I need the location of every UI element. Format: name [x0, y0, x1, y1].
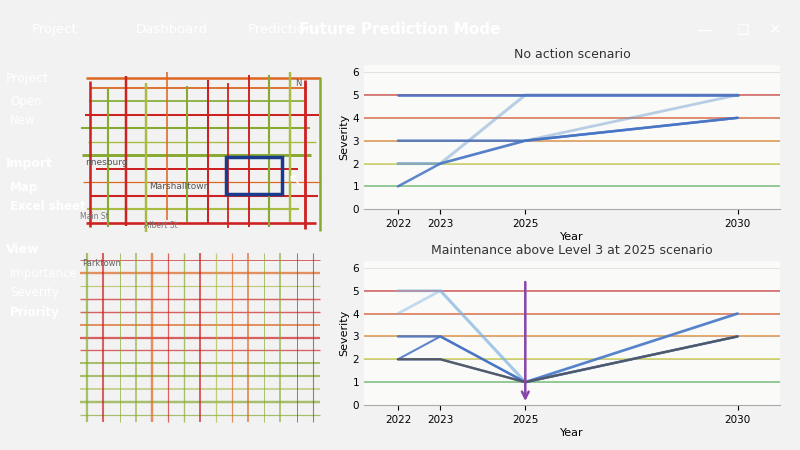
Text: View: View [6, 243, 39, 256]
Text: Open: Open [10, 95, 42, 108]
Y-axis label: Severity: Severity [340, 114, 350, 160]
Text: ↖: ↖ [287, 173, 302, 191]
Text: ✕: ✕ [768, 22, 781, 37]
Text: New: New [10, 114, 36, 127]
Text: Project: Project [32, 23, 78, 36]
Title: Maintenance above Level 3 at 2025 scenario: Maintenance above Level 3 at 2025 scenar… [431, 244, 713, 257]
Text: Severity: Severity [10, 286, 59, 299]
Title: No action scenario: No action scenario [514, 48, 630, 61]
Text: Dashboard: Dashboard [136, 23, 208, 36]
Text: Future Prediction Mode: Future Prediction Mode [299, 22, 501, 37]
Text: Map: Map [10, 181, 38, 194]
Text: nnesburg: nnesburg [85, 158, 127, 167]
Text: Importance: Importance [10, 267, 78, 279]
Text: Main St: Main St [80, 212, 109, 221]
X-axis label: Year: Year [560, 428, 584, 437]
Text: Import: Import [6, 158, 52, 171]
Text: ❑: ❑ [736, 23, 749, 37]
Text: Marshalltown: Marshalltown [149, 182, 209, 191]
Text: Parktown: Parktown [82, 258, 121, 267]
Text: Priority: Priority [10, 306, 60, 319]
X-axis label: Year: Year [560, 232, 584, 242]
Text: Excel sheet: Excel sheet [10, 200, 86, 213]
Bar [226, 157, 282, 194]
Text: N: N [294, 79, 301, 88]
Y-axis label: Severity: Severity [340, 310, 350, 356]
Text: Project: Project [6, 72, 48, 85]
Text: —: — [696, 22, 711, 37]
Text: Prediction: Prediction [248, 23, 314, 36]
Text: Albert St: Albert St [144, 221, 178, 230]
